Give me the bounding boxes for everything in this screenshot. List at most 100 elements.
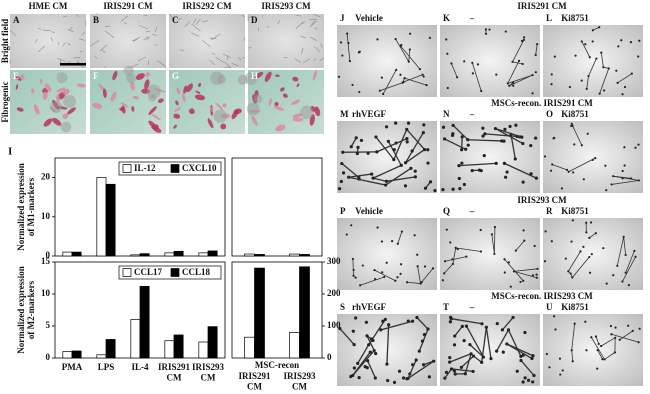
bar <box>96 177 107 257</box>
node <box>445 228 448 231</box>
y-axis-label: Normalized expression <box>16 163 26 251</box>
micrograph <box>89 13 167 69</box>
node <box>511 315 515 320</box>
panel-label: Vehicle <box>355 206 383 216</box>
node <box>484 32 488 35</box>
stained-cell <box>56 87 66 93</box>
bar <box>96 354 107 359</box>
node <box>620 39 623 42</box>
tube <box>405 149 425 164</box>
stained-cell <box>222 103 227 108</box>
node <box>481 355 486 359</box>
image-background <box>90 14 166 68</box>
cell-outline <box>99 44 108 52</box>
stained-cell <box>120 102 129 108</box>
tube <box>501 317 514 331</box>
node <box>471 72 474 75</box>
micrograph <box>247 13 325 68</box>
y-tick-label: 10 <box>41 288 51 298</box>
node <box>594 157 597 160</box>
node <box>403 184 408 188</box>
node <box>585 87 588 90</box>
node <box>356 145 360 149</box>
micrograph <box>543 121 643 193</box>
cell-outline <box>132 39 138 42</box>
stained-cell <box>67 107 76 115</box>
node <box>610 333 613 336</box>
tube <box>506 343 533 360</box>
tube <box>350 137 357 148</box>
node <box>433 188 437 193</box>
node <box>363 365 367 369</box>
tube <box>512 39 525 63</box>
tube <box>367 360 376 379</box>
node <box>521 380 525 384</box>
node <box>462 339 466 343</box>
cell-outline <box>93 55 98 59</box>
micrograph <box>543 25 643 97</box>
node <box>580 40 583 43</box>
node <box>464 324 469 328</box>
node <box>345 233 348 236</box>
node <box>403 161 408 165</box>
cell-outline <box>277 20 280 25</box>
cell-outline <box>191 32 200 37</box>
cell-outline <box>104 30 115 38</box>
cell-outline <box>301 47 304 54</box>
node <box>458 187 462 191</box>
cell-outline <box>67 28 74 33</box>
node <box>384 125 389 129</box>
panel-label: Ki8751 <box>561 13 589 23</box>
panel-letter: J <box>340 13 345 23</box>
node <box>448 356 452 360</box>
node <box>594 232 597 235</box>
node <box>517 59 521 62</box>
stained-cell <box>186 83 193 93</box>
tube <box>421 268 434 283</box>
node <box>460 324 464 328</box>
bar <box>164 340 175 359</box>
cell-outline <box>179 49 185 51</box>
x-tick-label-line: LPS <box>98 362 115 372</box>
node <box>521 141 525 146</box>
cell-outline <box>295 22 303 29</box>
bar <box>198 252 209 257</box>
bubble <box>56 72 68 84</box>
stained-cell <box>110 91 117 102</box>
x-tick-label-line: IRIS293 <box>283 371 316 381</box>
node <box>425 84 428 87</box>
node <box>406 281 409 284</box>
node <box>531 92 534 95</box>
node <box>385 362 389 366</box>
tube <box>380 320 413 331</box>
row-label: Bright field <box>0 19 10 63</box>
micrograph <box>337 121 437 193</box>
cell-outline <box>146 36 150 41</box>
node <box>423 265 427 268</box>
cell-outline <box>143 15 148 17</box>
cell-outline <box>152 33 158 36</box>
stained-cell <box>131 106 135 112</box>
node <box>535 276 539 279</box>
tube <box>455 247 481 252</box>
panel-letter: K <box>443 13 450 23</box>
node <box>484 28 488 31</box>
row-header: IRIS293 CM <box>517 195 567 205</box>
tube <box>400 45 421 70</box>
node <box>345 32 349 35</box>
tube <box>600 337 616 347</box>
cell-outline <box>303 58 310 64</box>
node <box>621 93 624 96</box>
stained-cell <box>33 104 40 115</box>
node <box>448 320 452 324</box>
bar <box>139 253 150 257</box>
node <box>594 335 598 338</box>
node <box>420 281 423 284</box>
node <box>443 272 446 275</box>
node <box>522 279 525 282</box>
node <box>380 240 384 243</box>
stained-cell <box>62 88 70 95</box>
node <box>347 41 350 45</box>
node <box>454 246 457 249</box>
node <box>522 38 525 42</box>
